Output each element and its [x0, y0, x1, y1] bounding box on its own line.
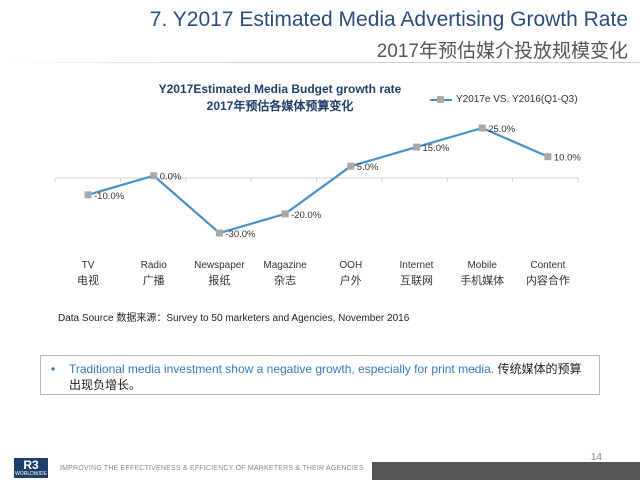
legend-swatch [430, 95, 452, 104]
slide-title-cn: 2017年预估媒介投放规模变化 [376, 41, 628, 62]
bullet-icon: • [51, 362, 56, 376]
x-tick-label-en: Newspaper [194, 260, 245, 271]
data-label: -10.0% [94, 191, 125, 202]
data-point-marker [413, 143, 420, 151]
footer-tagline: IMPROVING THE EFFECTIVENESS & EFFICIENCY… [60, 465, 364, 472]
data-label: 5.0% [357, 162, 379, 173]
x-tick-label-en: Internet [400, 260, 434, 271]
x-tick-label-en: TV [82, 260, 95, 271]
x-tick-label-cn: 杂志 [274, 274, 296, 287]
footer-dark-band [372, 462, 640, 480]
logo-subtext: WORLDWIDE [15, 471, 47, 477]
legend-label: Y2017e VS. Y2016(Q1-Q3) [456, 94, 578, 105]
x-tick-label-cn: 广播 [143, 273, 165, 287]
data-point-marker [215, 229, 223, 237]
key-insight-box: • Traditional media investment show a ne… [40, 355, 600, 395]
x-tick-label-cn: 互联网 [400, 274, 433, 287]
x-tick-label-en: Mobile [467, 260, 497, 271]
data-label: -30.0% [225, 229, 256, 240]
x-tick-label-en: OOH [339, 260, 362, 271]
data-point-marker [544, 153, 552, 161]
data-point-marker [150, 172, 158, 180]
slide-title-en: 7. Y2017 Estimated Media Advertising Gro… [149, 8, 628, 31]
x-tick-label-en: Magazine [263, 260, 307, 271]
chart-subtitle: 2017年预估各媒体预算变化 [206, 99, 354, 113]
data-point-marker [347, 162, 355, 170]
x-tick-label-en: Radio [141, 260, 168, 271]
x-tick-label-cn: 手机媒体 [460, 273, 504, 287]
data-label: 15.0% [423, 143, 450, 154]
insight-text-en: Traditional media investment show a nega… [69, 362, 495, 376]
line-chart: -10.0% 0.0% -30.0% -20.0% 5.0% 15.0% 25.0% 10.0… [54, 124, 581, 287]
data-label: 0.0% [160, 172, 182, 183]
chart-title: Y2017Estimated Media Budget growth rate [158, 82, 402, 96]
data-label: -20.0% [291, 210, 322, 221]
data-point-marker [281, 210, 289, 218]
page-number: 14 [590, 452, 602, 463]
x-tick-label-cn: 报纸 [208, 273, 230, 287]
data-point-marker [84, 191, 92, 199]
x-tick-label-cn: 内容合作 [526, 273, 570, 287]
data-label: 10.0% [554, 153, 581, 164]
data-source-note: Data Source 数据来源：Survey to 50 marketers … [58, 313, 410, 324]
title-divider [0, 62, 640, 63]
series-line [87, 126, 549, 235]
r3-logo: R3 [14, 458, 48, 478]
data-label: 25.0% [488, 124, 515, 135]
x-tick-label-cn: 电视 [77, 273, 99, 287]
x-tick-label-cn: 户外 [340, 273, 362, 287]
insight-text-cn: 传统媒体的预算出现负增长。 [69, 362, 582, 392]
x-tick-label-en: Content [530, 260, 565, 271]
data-point-marker [478, 124, 486, 132]
chart-legend: Y2017e VS. Y2016(Q1-Q3) [430, 94, 578, 105]
